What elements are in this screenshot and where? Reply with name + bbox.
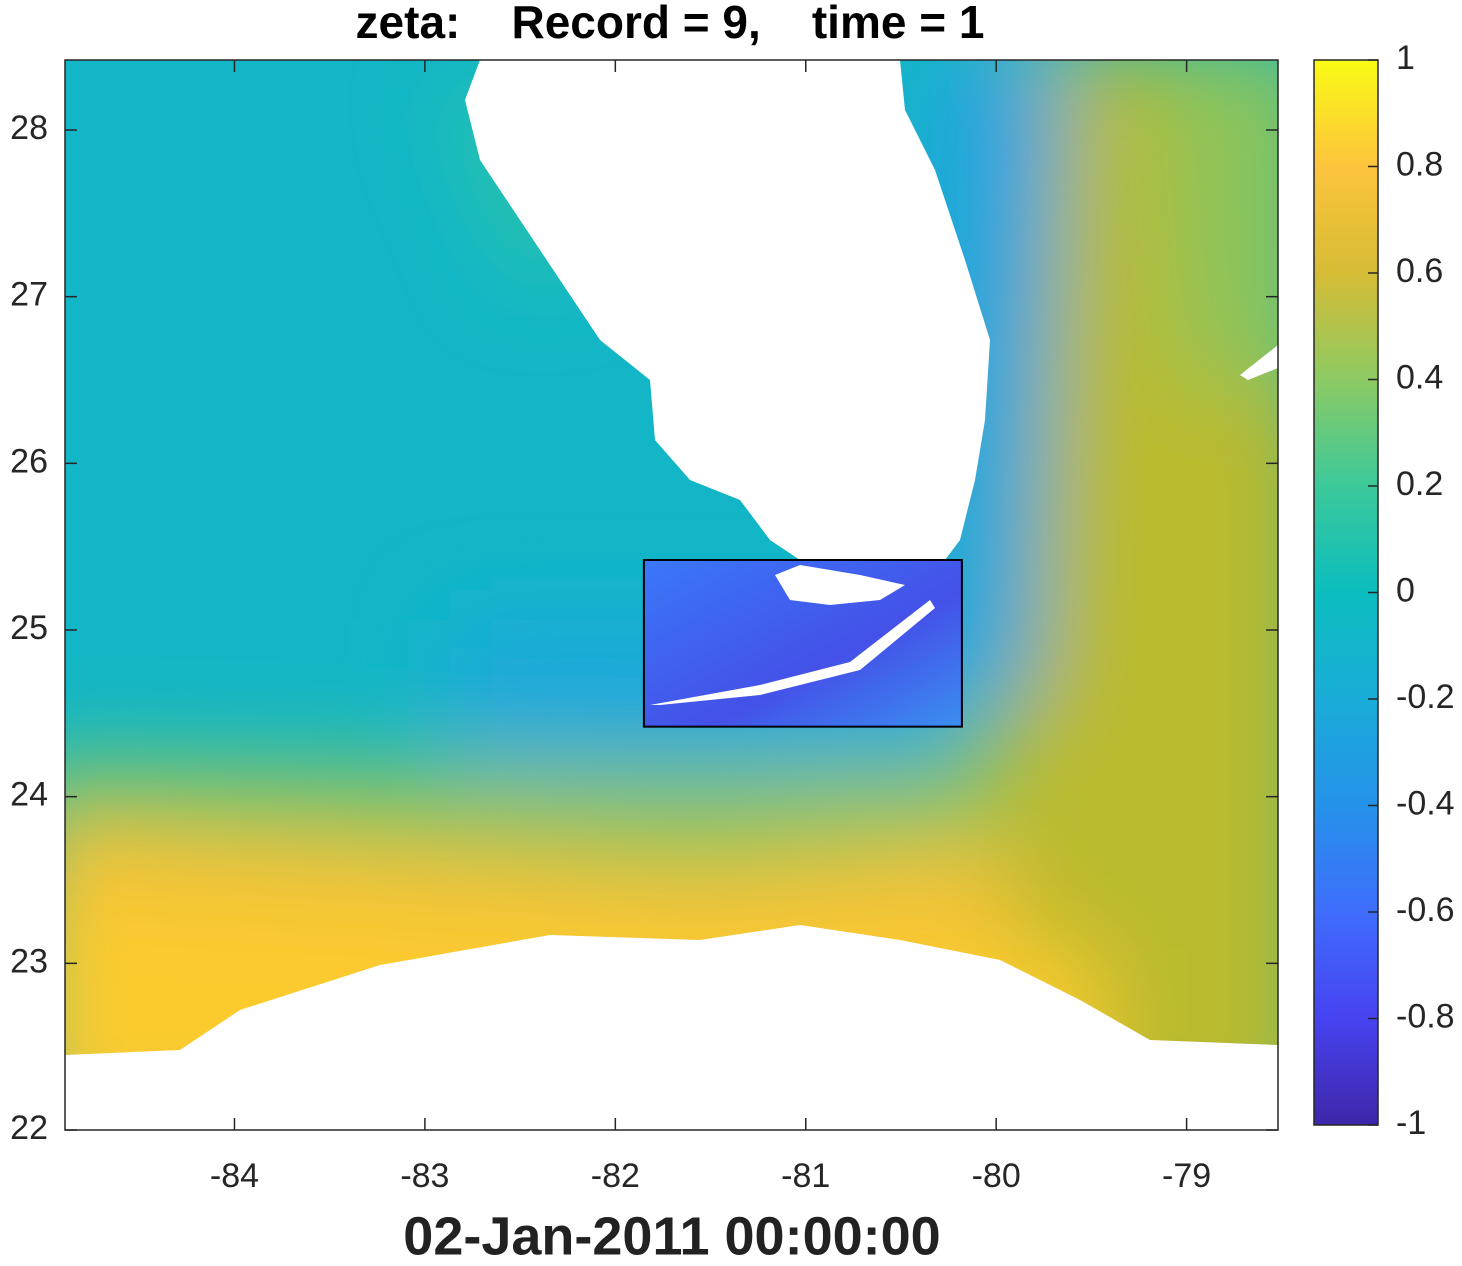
land xyxy=(465,60,990,560)
land xyxy=(650,600,935,705)
colorbar-tick-label: 0 xyxy=(1396,571,1415,609)
y-tick-label: 23 xyxy=(10,942,48,980)
colorbar-tick-label: 0.6 xyxy=(1396,252,1443,290)
x-tick-label: -84 xyxy=(210,1157,259,1195)
colorbar-tick-label: -0.4 xyxy=(1396,784,1455,822)
colorbar-tick-label: 0.8 xyxy=(1396,145,1443,183)
colorbar-tick-label: -0.2 xyxy=(1396,678,1455,716)
y-tick-label: 25 xyxy=(10,609,48,647)
y-tick-label: 22 xyxy=(10,1109,48,1147)
colorbar-tick-label: -0.8 xyxy=(1396,997,1455,1035)
x-tick-label: -79 xyxy=(1162,1157,1211,1195)
y-tick-label: 24 xyxy=(10,776,48,814)
colorbar: -1 -0.8 -0.6 -0.4 -0.2 0 0.2 0.4 0.6 0.8 1 xyxy=(1313,39,1455,1142)
land xyxy=(775,565,905,605)
colorbar-tick-label: -0.6 xyxy=(1396,891,1455,929)
x-tick-label: -80 xyxy=(972,1157,1021,1195)
x-tick-label: -82 xyxy=(591,1157,640,1195)
land xyxy=(1240,345,1278,380)
colorbar-tick-label: 1 xyxy=(1396,39,1415,77)
colorbar-tick-label: 0.2 xyxy=(1396,465,1443,503)
land xyxy=(65,925,1278,1130)
x-tick-label: -81 xyxy=(781,1157,830,1195)
colorbar-tick-label: 0.4 xyxy=(1396,358,1443,396)
y-tick-label: 28 xyxy=(10,109,48,147)
y-tick-label: 27 xyxy=(10,276,48,314)
field xyxy=(65,60,1278,1130)
colorbar-tick-label: -1 xyxy=(1396,1104,1426,1142)
x-axis-label: 02-Jan-2011 00:00:00 xyxy=(403,1206,940,1266)
y-tick-label: 26 xyxy=(10,442,48,480)
axes-box xyxy=(64,59,1279,1131)
region-box xyxy=(642,559,963,728)
x-tick-label: -83 xyxy=(400,1157,449,1195)
chart-title: zeta: Record = 9, time = 1 xyxy=(356,0,985,48)
